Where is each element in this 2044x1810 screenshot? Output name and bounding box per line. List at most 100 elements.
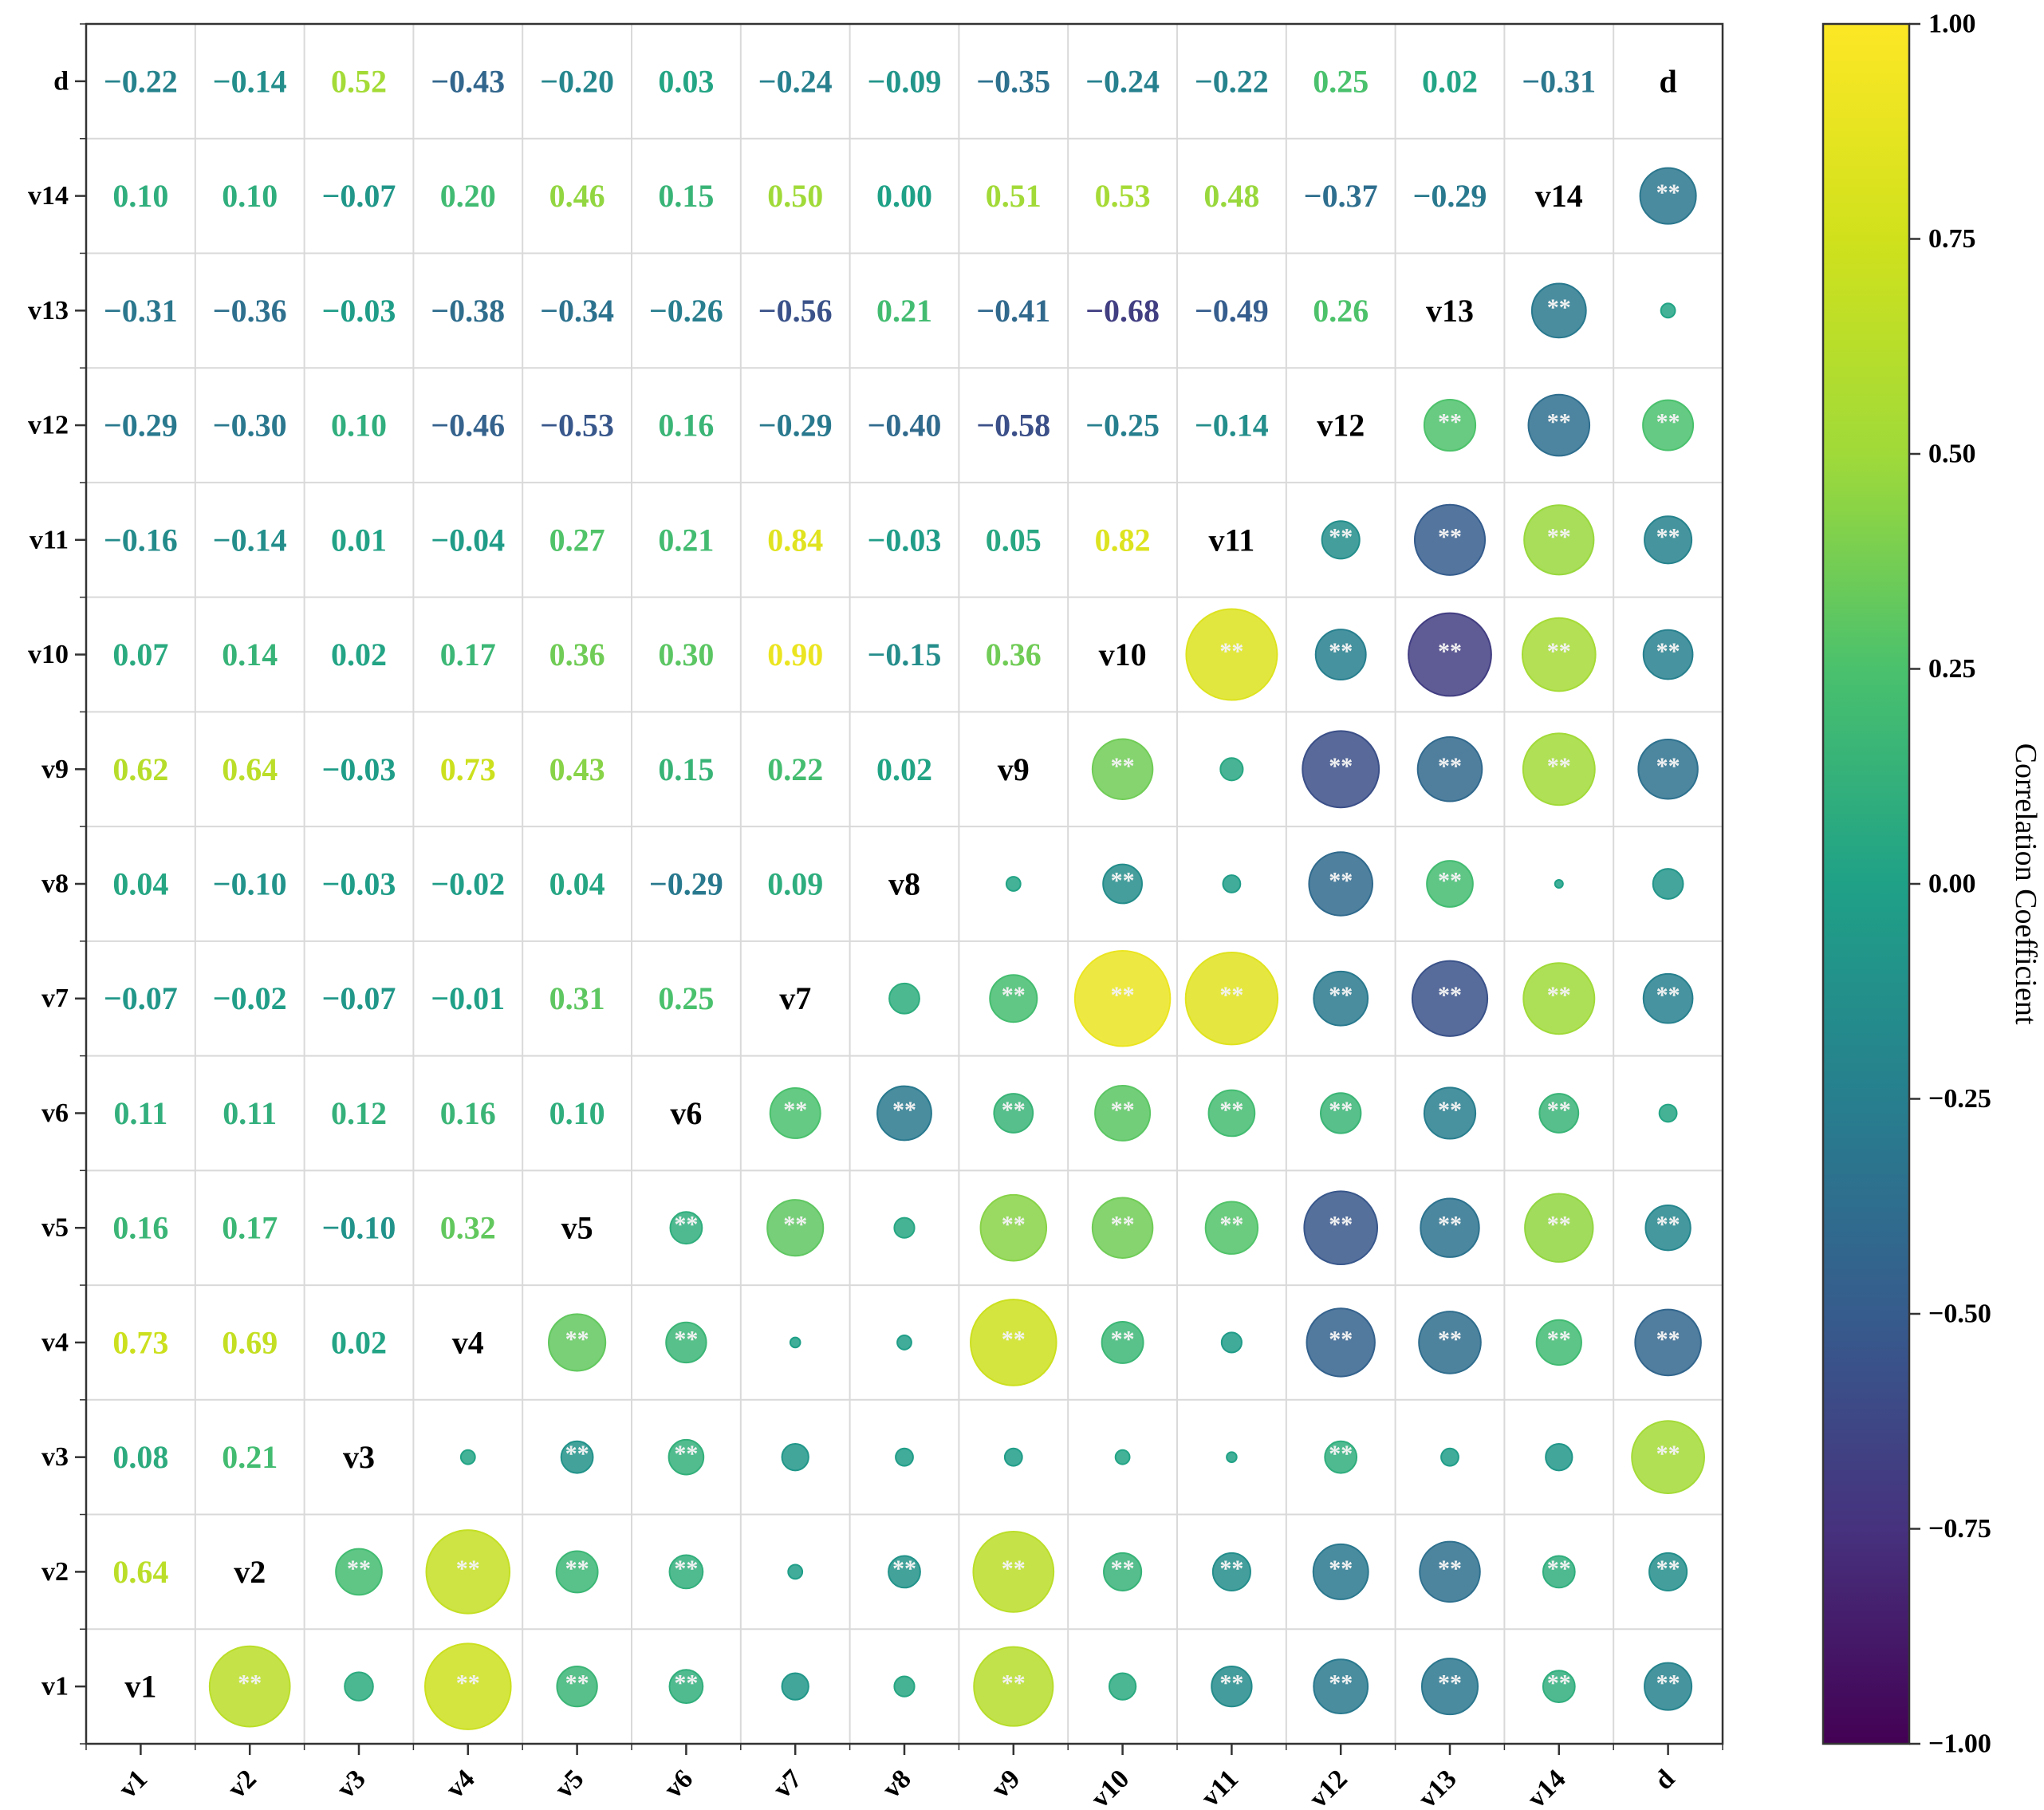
correlation-value: 0.30 [658,637,714,672]
correlation-value: 0.73 [112,1324,168,1360]
correlation-value: −0.07 [322,980,396,1016]
significance-marker: ** [456,1556,480,1582]
correlation-value: 0.36 [986,637,1042,672]
correlation-circle [1005,876,1022,892]
correlation-value: 0.02 [1422,63,1478,99]
significance-marker: ** [1329,1212,1353,1238]
correlation-value: 0.05 [986,522,1042,558]
correlation-circle [1184,952,1279,1046]
correlation-value: −0.31 [1522,63,1596,99]
colorbar-gradient [1821,22,1911,1745]
correlation-circle [1108,1672,1137,1701]
correlation-circle [989,974,1038,1023]
significance-marker: ** [674,1556,698,1582]
correlation-value: −0.30 [213,408,287,444]
correlation-circle [1642,629,1694,680]
correlation-circle [1542,1670,1576,1704]
correlation-value: 0.11 [114,1095,168,1131]
significance-marker: ** [1547,753,1571,779]
x-tick-label: d [1649,1764,1681,1796]
correlation-circle [1101,1320,1144,1364]
x-tick-label: v10 [1085,1764,1135,1810]
significance-marker: ** [1329,868,1353,894]
correlation-circle [1523,504,1595,576]
correlation-circle [1660,302,1676,319]
significance-marker: ** [347,1556,371,1582]
significance-marker: ** [1656,179,1680,206]
significance-marker: ** [1547,1326,1571,1352]
significance-marker: ** [1329,523,1353,550]
grid-lines [85,23,1723,1745]
y-tick-label: v12 [28,411,69,440]
matrix-cells: v1 ** ** ** ** ** ** ** ** ** ** 0.64 v2 ** ** ** ** ** **… [104,63,1705,1730]
significance-marker: ** [1547,523,1571,550]
x-tick-label: v14 [1522,1764,1571,1810]
correlation-circle [1440,1447,1459,1467]
correlation-value: 0.11 [223,1095,277,1131]
correlation-value: 0.16 [112,1210,168,1246]
correlation-circle [548,1313,607,1372]
correlation-value: 0.04 [112,866,168,902]
correlation-circle [1642,399,1695,452]
correlation-value: −0.26 [649,293,723,329]
correlation-circle [208,1645,291,1728]
correlation-circle [1423,398,1477,452]
correlation-value: −0.29 [649,866,723,902]
colorbar: −1.00 −0.75 −0.50 −0.25 0.00 0.25 0.50 0.75 1.00… [1821,10,2042,1759]
correlation-value: 0.10 [331,408,387,444]
significance-marker: ** [1656,982,1680,1008]
significance-marker: ** [1329,753,1353,779]
correlation-value: −0.58 [976,408,1050,444]
significance-marker: ** [1111,982,1135,1008]
significance-marker: ** [1111,1097,1135,1123]
correlation-circle [1313,970,1369,1027]
significance-marker: ** [1547,1670,1571,1697]
correlation-circle [766,1199,825,1257]
correlation-circle [973,1646,1054,1727]
correlation-value: −0.02 [213,980,287,1016]
significance-marker: ** [1438,1097,1462,1123]
correlation-circle [1524,1193,1594,1263]
correlation-value: 0.01 [331,522,387,558]
correlation-value: −0.31 [104,293,178,329]
correlation-circle [1324,1440,1358,1474]
significance-marker: ** [1219,638,1243,664]
correlation-value: −0.03 [322,866,396,902]
correlation-value: −0.07 [104,980,178,1016]
colorbar-tick-label: 0.50 [1928,440,1976,469]
correlation-circle [1220,1331,1243,1354]
correlation-circle [459,1449,476,1465]
correlation-value: 0.10 [222,178,278,214]
colorbar-tick-label: −0.25 [1928,1084,1991,1114]
significance-marker: ** [1329,1326,1353,1352]
significance-marker: ** [674,1326,698,1352]
correlation-value: 0.25 [1313,63,1369,99]
correlation-value: −0.38 [431,293,505,329]
significance-marker: ** [1219,982,1243,1008]
correlation-circle [1185,608,1278,701]
y-tick-label: v1 [41,1672,69,1702]
correlation-value: 0.25 [658,980,714,1016]
correlation-value: 0.82 [1095,522,1151,558]
colorbar-tick-label: −1.00 [1928,1729,1991,1759]
significance-marker: ** [1219,1670,1243,1697]
significance-marker: ** [565,1556,589,1582]
correlation-value: 0.22 [767,751,823,787]
diagonal-label: v6 [670,1095,702,1131]
correlation-value: 0.36 [549,637,605,672]
correlation-value: −0.22 [1195,63,1269,99]
significance-marker: ** [1111,1212,1135,1238]
correlation-circle [1639,167,1697,225]
correlation-value: −0.56 [758,293,833,329]
correlation-circle [1631,1420,1705,1495]
correlation-circle [787,1564,804,1580]
correlation-circle [1652,868,1684,900]
significance-marker: ** [1656,1670,1680,1697]
significance-marker: ** [1547,638,1571,664]
significance-marker: ** [1329,982,1353,1008]
significance-marker: ** [1329,1556,1353,1582]
correlation-value: 0.00 [876,178,932,214]
correlation-value: 0.21 [658,522,714,558]
correlation-value: 0.21 [876,293,932,329]
